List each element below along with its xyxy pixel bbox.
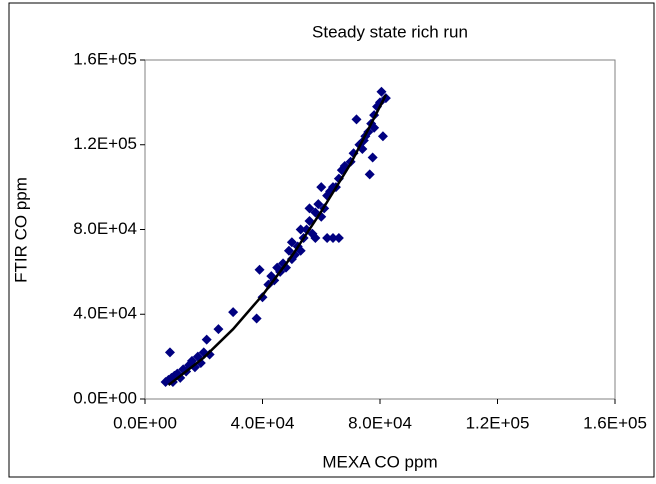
x-tick-label: 1.6E+05	[583, 413, 647, 432]
data-point	[313, 199, 324, 210]
y-tick-label: 8.0E+04	[73, 219, 137, 238]
data-point	[316, 182, 327, 193]
data-point	[283, 245, 294, 256]
data-point	[286, 237, 297, 248]
x-tick-label: 1.2E+05	[466, 413, 530, 432]
y-tick-label: 0.0E+00	[73, 388, 137, 407]
data-point	[322, 232, 333, 243]
data-point	[328, 232, 338, 243]
data-point	[295, 224, 306, 235]
y-tick-label: 1.2E+05	[73, 134, 137, 153]
data-point	[304, 203, 315, 214]
data-point	[367, 152, 378, 163]
data-point	[364, 169, 375, 180]
data-point	[377, 131, 388, 142]
data-point	[189, 362, 200, 373]
data-point	[351, 114, 362, 125]
data-point	[376, 86, 387, 97]
plot-area	[144, 59, 616, 400]
data-point	[254, 264, 265, 275]
x-tick-label: 4.0E+04	[231, 413, 295, 432]
data-point	[333, 232, 344, 243]
data-point	[213, 324, 224, 335]
data-point	[251, 313, 262, 324]
trend-line	[167, 94, 387, 387]
x-axis-label: MEXA CO ppm	[322, 452, 437, 471]
chart-title: Steady state rich run	[312, 22, 468, 41]
x-tick-label: 0.0E+00	[113, 413, 177, 432]
y-tick-label: 4.0E+04	[73, 304, 137, 323]
data-point	[310, 232, 321, 243]
data-point	[228, 307, 239, 318]
data-point	[164, 347, 175, 358]
data-point	[204, 349, 215, 360]
data-point	[201, 334, 212, 345]
x-tick-label: 8.0E+04	[348, 413, 412, 432]
y-tick-label: 1.6E+05	[73, 49, 137, 68]
y-axis-label: FTIR CO ppm	[11, 177, 30, 283]
